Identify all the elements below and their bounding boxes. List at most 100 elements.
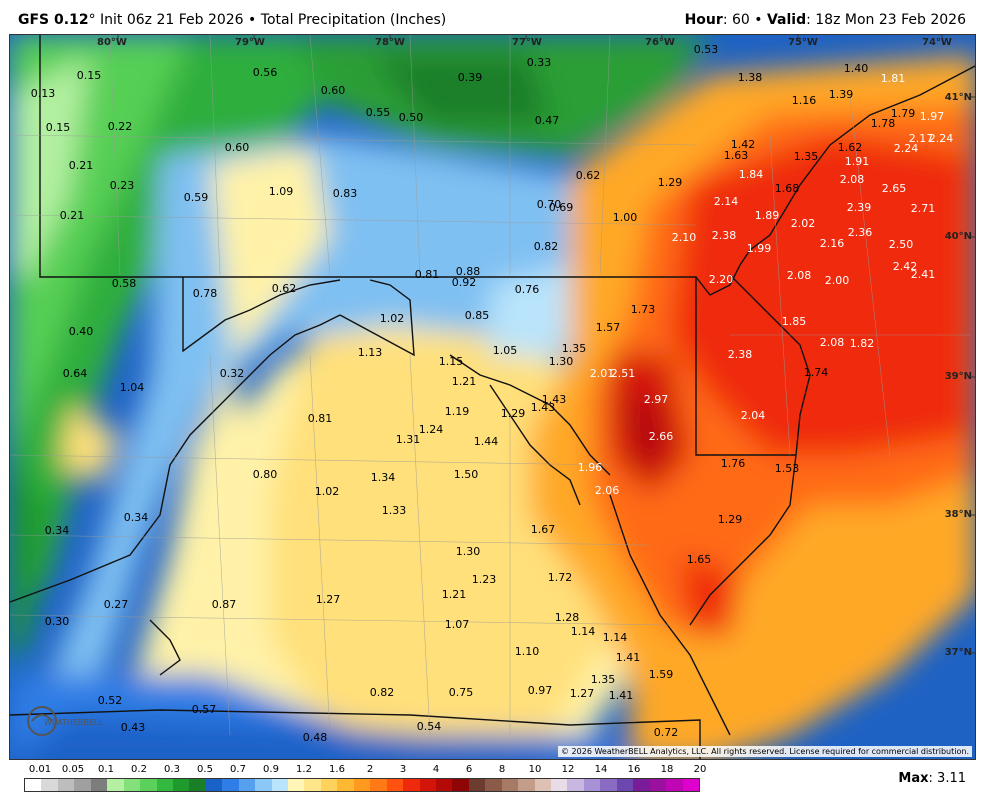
- precip-value: 1.43: [542, 393, 567, 406]
- precip-value: 1.31: [396, 433, 421, 446]
- degree-symbol: °: [88, 12, 96, 28]
- legend-label: 0.5: [197, 764, 213, 775]
- precip-value: 1.84: [739, 168, 764, 181]
- lat-label: 39°N: [945, 371, 972, 382]
- legend-swatch: [666, 779, 683, 791]
- precip-value: 0.23: [110, 179, 135, 192]
- precip-value: 0.76: [515, 283, 540, 296]
- legend-swatch: [74, 779, 91, 791]
- precip-value: 0.57: [192, 703, 217, 716]
- precip-value: 2.08: [820, 336, 845, 349]
- legend-swatch: [41, 779, 58, 791]
- lon-label: 77°W: [512, 37, 542, 48]
- precip-value: 1.14: [603, 631, 628, 644]
- precip-value: 1.30: [549, 355, 574, 368]
- header-right: Hour: 60 • Valid: 18z Mon 23 Feb 2026: [685, 12, 966, 28]
- precip-value: 1.50: [454, 468, 479, 481]
- legend-swatch: [255, 779, 272, 791]
- precip-value: 0.43: [121, 721, 146, 734]
- legend-swatch: [189, 779, 206, 791]
- precip-value: 1.24: [419, 423, 444, 436]
- logo-text: WEATHERBELL: [44, 718, 103, 727]
- precip-value: 1.82: [850, 337, 875, 350]
- precip-value: 0.50: [399, 111, 424, 124]
- precip-value: 0.80: [253, 468, 278, 481]
- legend-swatch: [600, 779, 617, 791]
- legend-label: 6: [465, 764, 473, 775]
- lat-label: 37°N: [945, 647, 972, 658]
- legend-swatch: [107, 779, 124, 791]
- legend-label: 18: [660, 764, 674, 775]
- precip-value: 0.59: [184, 191, 209, 204]
- precip-value: 2.02: [791, 217, 816, 230]
- precip-value: 1.02: [380, 312, 405, 325]
- precip-value: 1.21: [442, 588, 467, 601]
- precip-shading: [10, 35, 975, 759]
- precip-value: 0.13: [31, 87, 56, 100]
- legend-swatch: [320, 779, 338, 791]
- lat-label: 41°N: [945, 92, 972, 103]
- precip-value: 1.65: [687, 553, 712, 566]
- legend-labels: 0.01 0.05 0.1 0.2 0.3 0.5 0.7 0.9 1.2 1.6 2 3 4 6 8 10 1…: [24, 764, 707, 776]
- legend-swatch: [386, 779, 404, 791]
- precip-value: 1.81: [881, 72, 906, 85]
- legend-swatch: [57, 779, 75, 791]
- precip-value: 1.23: [472, 573, 497, 586]
- precip-value: 1.35: [794, 150, 819, 163]
- precip-value: 0.33: [527, 56, 552, 69]
- valid-label: Valid: [766, 12, 807, 28]
- legend-label: 14: [594, 764, 608, 775]
- precip-value: 2.06: [595, 484, 620, 497]
- max-value: : 3.11: [928, 771, 966, 786]
- state-boundaries: [10, 35, 975, 759]
- precip-value: 0.54: [417, 720, 442, 733]
- legend-label: 0.3: [164, 764, 180, 775]
- precip-value: 1.05: [493, 344, 518, 357]
- legend-label: 0.2: [131, 764, 147, 775]
- precip-value: 2.16: [820, 237, 845, 250]
- precip-value: 2.00: [825, 274, 850, 287]
- precip-value: 0.40: [69, 325, 94, 338]
- weatherbell-logo: WEATHERBELL: [24, 703, 114, 739]
- hour-value: : 60: [722, 12, 750, 28]
- precip-value: 1.27: [570, 687, 595, 700]
- header: GFS 0.12° Init 06z 21 Feb 2026 • Total P…: [0, 0, 984, 34]
- legend-swatch: [551, 779, 568, 791]
- precip-value: 2.08: [840, 173, 865, 186]
- precip-value: 1.89: [755, 209, 780, 222]
- legend-swatch: [567, 779, 584, 791]
- legend-swatch: [616, 779, 634, 791]
- precip-value: 2.65: [882, 182, 907, 195]
- precip-value: 1.10: [515, 645, 540, 658]
- precip-value: 1.44: [474, 435, 499, 448]
- precip-value: 0.62: [272, 282, 297, 295]
- precip-value: 1.35: [562, 342, 587, 355]
- precip-value: 0.64: [63, 367, 88, 380]
- model-name: GFS 0.12: [18, 12, 89, 28]
- header-left: GFS 0.12° Init 06z 21 Feb 2026 • Total P…: [18, 12, 446, 28]
- precip-value: 2.36: [848, 226, 873, 239]
- map-canvas: 80°W 79°W 78°W 77°W 76°W 75°W 74°W 41°N 40°N 39°N…: [10, 35, 975, 759]
- legend-label: 10: [528, 764, 542, 775]
- legend-swatch: [172, 779, 190, 791]
- legend-label: 4: [432, 764, 440, 775]
- precip-value: 1.28: [555, 611, 580, 624]
- legend-label: 8: [498, 764, 506, 775]
- precip-value: 0.27: [104, 598, 129, 611]
- lon-label: 75°W: [788, 37, 818, 48]
- legend-swatch: [156, 779, 173, 791]
- precipitation-map[interactable]: 80°W 79°W 78°W 77°W 76°W 75°W 74°W 41°N 40°N 39°N…: [9, 34, 976, 760]
- precip-value: 1.78: [871, 117, 896, 130]
- precip-value: 0.83: [333, 187, 358, 200]
- precip-value: 0.60: [321, 84, 346, 97]
- legend-swatch: [534, 779, 551, 791]
- precip-value: 0.97: [528, 684, 553, 697]
- precip-value: 1.53: [775, 462, 800, 475]
- legend-swatch: [25, 779, 42, 791]
- legend-swatch: [452, 779, 469, 791]
- precip-value: 1.41: [616, 651, 641, 664]
- precip-value: 2.71: [911, 202, 936, 215]
- legend-label: 0.01: [28, 764, 52, 775]
- coordinate-labels: 80°W 79°W 78°W 77°W 76°W 75°W 74°W 41°N 40°N 39°N…: [97, 37, 972, 658]
- legend-swatch: [518, 779, 535, 791]
